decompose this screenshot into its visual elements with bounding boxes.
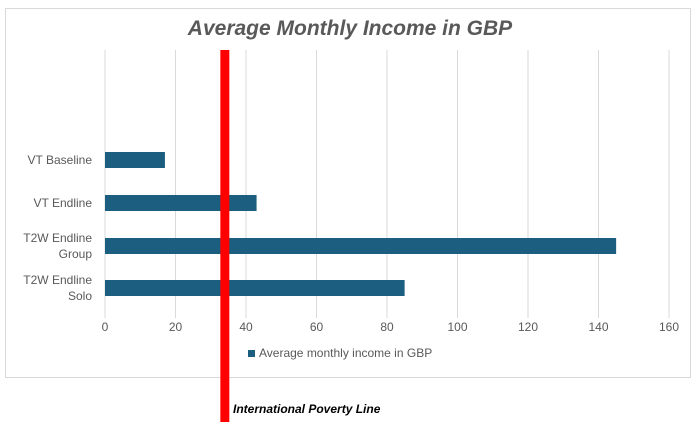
x-tick-label: 140 bbox=[588, 320, 608, 334]
x-tick-label: 40 bbox=[239, 320, 253, 334]
x-tick-label: 100 bbox=[447, 320, 467, 334]
y-category-label: VT Baseline bbox=[28, 153, 93, 167]
bar bbox=[105, 152, 165, 168]
x-tick-label: 20 bbox=[169, 320, 183, 334]
poverty-line bbox=[220, 50, 230, 422]
poverty-line-label: International Poverty Line bbox=[233, 402, 381, 416]
x-tick-label: 80 bbox=[380, 320, 394, 334]
y-category-label: T2W Endline bbox=[23, 273, 92, 287]
y-category-label: VT Endline bbox=[34, 196, 93, 210]
x-tick-label: 160 bbox=[659, 320, 679, 334]
bar bbox=[105, 195, 257, 211]
chart-frame bbox=[5, 8, 691, 378]
y-category-label: Group bbox=[59, 247, 93, 261]
x-tick-label: 60 bbox=[310, 320, 324, 334]
bar bbox=[105, 238, 617, 254]
x-tick-label: 0 bbox=[102, 320, 109, 334]
legend-swatch bbox=[248, 350, 255, 357]
x-tick-label: 120 bbox=[518, 320, 538, 334]
y-category-label: T2W Endline bbox=[23, 231, 92, 245]
chart-title: Average Monthly Income in GBP bbox=[187, 17, 513, 40]
bar bbox=[105, 280, 405, 296]
y-category-label: Solo bbox=[68, 289, 92, 303]
legend-label: Average monthly income in GBP bbox=[259, 346, 432, 360]
